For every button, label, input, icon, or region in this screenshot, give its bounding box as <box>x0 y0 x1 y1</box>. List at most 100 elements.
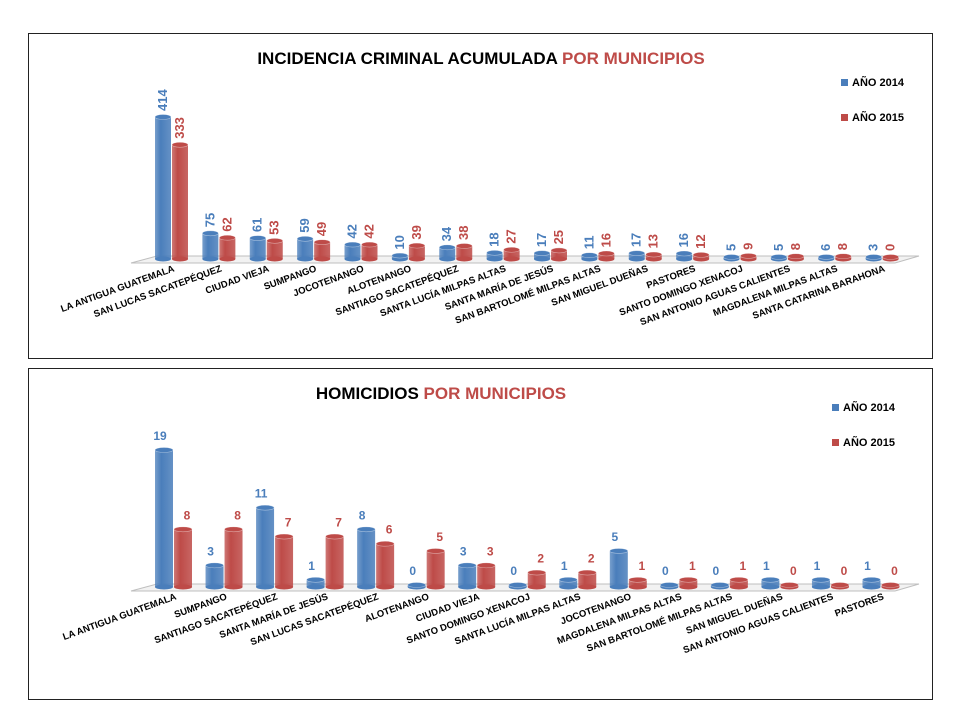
bar-2015 <box>266 238 284 262</box>
bar-2015 <box>598 250 615 262</box>
data-label: 2 <box>588 552 595 566</box>
chart-title-part1: HOMICIDIOS <box>316 384 419 403</box>
bar-2014 <box>675 250 693 262</box>
data-label: 5 <box>611 530 618 544</box>
data-label: 5 <box>436 530 443 544</box>
bar-2014 <box>391 252 409 262</box>
bar-2015 <box>476 562 496 590</box>
data-label: 7 <box>285 516 292 530</box>
data-label: 10 <box>392 235 407 249</box>
bar-2015 <box>361 241 378 262</box>
data-label: 38 <box>456 225 471 239</box>
data-label: 13 <box>646 234 661 248</box>
bar-2015 <box>830 582 850 590</box>
data-label: 8 <box>184 508 191 522</box>
bar-2015 <box>628 576 648 590</box>
bar-2014 <box>205 562 224 590</box>
data-label: 42 <box>362 224 377 238</box>
bar-2015 <box>503 246 520 262</box>
legend-swatch <box>841 79 848 86</box>
data-label: 2 <box>537 552 544 566</box>
data-label: 42 <box>345 224 360 238</box>
bar-2014 <box>306 576 325 590</box>
data-label: 3 <box>487 544 494 558</box>
data-label: 0 <box>662 564 669 578</box>
data-label: 3 <box>866 244 881 251</box>
data-label: 1 <box>638 559 645 573</box>
data-label: 8 <box>234 508 241 522</box>
bar-2014 <box>770 254 788 262</box>
bar-2014 <box>723 254 740 262</box>
data-label: 5 <box>771 244 786 251</box>
bar-2015 <box>740 253 757 262</box>
bar-2014 <box>660 582 679 590</box>
bar-2015 <box>173 526 193 590</box>
data-label: 16 <box>598 233 613 247</box>
bar-2014 <box>558 576 578 590</box>
bar-2014 <box>407 582 426 590</box>
data-label: 11 <box>581 235 596 249</box>
data-label: 0 <box>713 564 720 578</box>
data-label: 0 <box>841 564 848 578</box>
bar-2014 <box>609 548 629 590</box>
bar-2015 <box>645 251 663 262</box>
data-label: 12 <box>693 234 708 248</box>
bar-2015 <box>692 252 710 262</box>
data-label: 18 <box>487 232 502 246</box>
bar-2015 <box>313 239 331 262</box>
data-label: 1 <box>864 559 871 573</box>
bar-2014 <box>811 576 831 590</box>
data-label: 11 <box>255 487 268 501</box>
data-label: 49 <box>314 222 329 236</box>
bar-2014 <box>438 244 456 262</box>
chart-title-part1: INCIDENCIA CRIMINAL ACUMULADA <box>257 49 557 68</box>
bar-2015 <box>455 243 473 262</box>
bar-2014 <box>533 250 551 262</box>
bar-2015 <box>426 548 445 590</box>
legend-swatch <box>832 404 839 411</box>
data-label: 0 <box>891 564 898 578</box>
legend-label: AÑO 2014 <box>852 76 905 89</box>
data-label: 0 <box>790 564 797 578</box>
data-label: 25 <box>551 230 566 244</box>
data-label: 8 <box>835 243 850 250</box>
legend-label: AÑO 2015 <box>852 111 904 124</box>
bar-2015 <box>550 247 568 262</box>
bar-2015 <box>224 526 243 590</box>
data-label: 0 <box>883 244 898 251</box>
data-label: 0 <box>510 564 517 578</box>
chart-title: HOMICIDIOS POR MUNICIPIOS <box>316 384 566 403</box>
bar-2015 <box>780 582 799 590</box>
bar-2015 <box>274 533 294 590</box>
bar-2014 <box>862 576 881 590</box>
bar-2014 <box>154 447 174 590</box>
bar-2014 <box>761 576 780 590</box>
bar-2015 <box>527 569 547 590</box>
data-label: 1 <box>740 559 747 573</box>
category-label: PASTORES <box>833 591 885 619</box>
data-label: 3 <box>207 544 214 558</box>
bar-2015 <box>729 576 749 590</box>
data-label: 17 <box>629 233 644 247</box>
bar-2014 <box>865 254 882 262</box>
data-label: 8 <box>359 508 366 522</box>
bar-2014 <box>296 235 314 262</box>
data-label: 8 <box>788 243 803 250</box>
bar-2015 <box>171 141 189 262</box>
bar-2015 <box>881 582 900 590</box>
bar-2015 <box>787 253 805 262</box>
bar-2014 <box>581 252 598 262</box>
data-label: 414 <box>155 89 170 111</box>
bar-2014 <box>457 562 477 590</box>
legend-swatch <box>832 439 839 446</box>
data-label: 333 <box>172 117 187 139</box>
data-label: 59 <box>297 218 312 232</box>
bar-2014 <box>202 230 219 262</box>
bar-2014 <box>817 254 835 262</box>
data-label: 9 <box>741 243 756 250</box>
data-label: 5 <box>724 244 739 251</box>
bar-2014 <box>255 504 275 590</box>
homicidios-chart-svg: HOMICIDIOS POR MUNICIPIOS AÑO 2014 AÑO 201… <box>61 384 920 656</box>
data-label: 62 <box>219 217 234 231</box>
bar-2014 <box>486 250 503 262</box>
